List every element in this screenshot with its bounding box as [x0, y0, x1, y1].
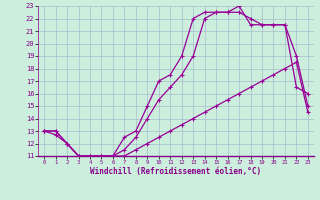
X-axis label: Windchill (Refroidissement éolien,°C): Windchill (Refroidissement éolien,°C)	[91, 167, 261, 176]
